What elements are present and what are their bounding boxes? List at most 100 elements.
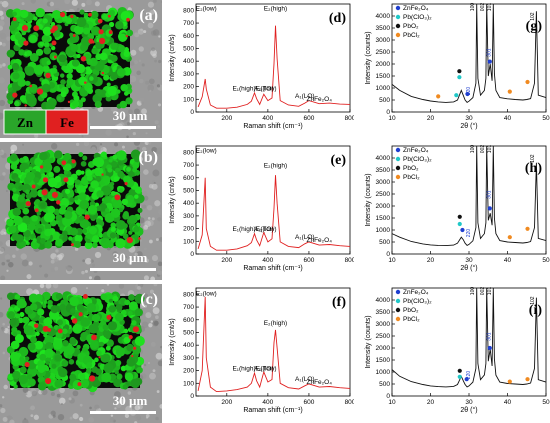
zn-signal	[50, 305, 59, 314]
zn-signal	[9, 351, 20, 362]
sem-grain	[157, 360, 162, 367]
y-tick-label: 1500	[376, 357, 391, 364]
y-tick-label: 800	[183, 149, 194, 156]
sem-grain	[139, 239, 143, 242]
zn-signal	[132, 162, 140, 169]
zn-signal	[10, 19, 20, 29]
sem-grain	[7, 326, 10, 329]
zn-signal	[18, 185, 23, 190]
zn-signal	[76, 344, 81, 350]
sem-grain	[70, 286, 78, 294]
zn-signal	[58, 367, 68, 378]
sem-grain	[141, 10, 144, 13]
x-tick-label: 20	[427, 257, 435, 264]
sem-grain	[86, 0, 92, 6]
fe-signal	[25, 200, 31, 207]
zn-signal	[21, 215, 31, 225]
sem-grain	[34, 133, 39, 138]
y-tick-label: 200	[183, 84, 194, 91]
sem-grain	[31, 390, 38, 397]
y-tick-label: 0	[386, 251, 390, 258]
fe-signal	[29, 84, 33, 88]
sem-grain	[158, 237, 162, 242]
legend-label-fe: Fe	[60, 115, 74, 130]
x-axis-label: Raman shift (cm⁻¹)	[243, 265, 302, 272]
legend-label: PbCl₂	[403, 32, 420, 39]
fe-signal	[67, 100, 71, 104]
phase-marker	[454, 93, 459, 98]
sem-grain	[141, 63, 145, 67]
zn-signal	[65, 333, 70, 338]
sem-grain	[52, 414, 56, 418]
y-tick-label: 200	[183, 226, 194, 233]
zn-signal	[76, 53, 81, 59]
x-axis-label: Raman shift (cm⁻¹)	[243, 123, 302, 130]
sem-grain	[158, 208, 162, 216]
fe-signal	[101, 173, 104, 176]
sem-grain	[68, 397, 72, 401]
zn-signal	[11, 62, 20, 71]
sem-grain	[143, 169, 149, 175]
sem-grain	[112, 251, 118, 257]
sem-grain	[147, 84, 155, 92]
y-tick-label: 0	[386, 393, 390, 400]
zn-signal	[92, 157, 101, 166]
sem-grain	[155, 416, 159, 421]
y-tick-label: 3000	[376, 37, 391, 44]
zn-signal	[108, 158, 113, 163]
zn-signal	[110, 190, 116, 196]
sem-grain	[143, 30, 147, 34]
sem-grain	[0, 20, 5, 27]
zn-signal	[69, 296, 79, 307]
zn-signal	[103, 74, 110, 81]
zn-signal	[18, 374, 28, 385]
miller-index-label: 102	[530, 296, 536, 305]
zn-signal	[130, 378, 140, 389]
zn-signal	[6, 218, 15, 227]
zn-signal	[71, 59, 80, 67]
sem-grain	[9, 419, 15, 423]
zn-signal	[125, 97, 133, 105]
phase-marker	[525, 226, 530, 231]
fe-signal	[106, 314, 112, 320]
zn-signal	[94, 100, 102, 108]
zn-signal	[99, 52, 108, 61]
zn-signal	[56, 319, 63, 326]
zn-signal	[74, 195, 79, 201]
zn-signal	[78, 192, 87, 201]
sem-grain	[0, 246, 6, 252]
legend-marker	[395, 32, 401, 38]
sem-grain	[152, 169, 160, 177]
zn-signal	[106, 82, 111, 87]
zn-signal	[12, 370, 21, 380]
x-tick-label: 40	[504, 115, 512, 122]
y-tick-label: 700	[183, 304, 194, 311]
zn-signal	[100, 293, 108, 301]
zn-signal	[39, 41, 45, 47]
sem-grain	[81, 270, 85, 275]
sem-grain	[3, 232, 7, 235]
zn-signal	[75, 169, 82, 176]
zn-signal	[54, 354, 62, 362]
series-line	[391, 145, 547, 247]
zn-signal	[107, 167, 113, 173]
sem-grain	[159, 404, 162, 409]
sem-grain	[59, 252, 65, 258]
zn-signal	[128, 230, 133, 235]
zn-signal	[69, 337, 77, 346]
sem-grain	[134, 32, 140, 38]
sem-grain	[10, 144, 18, 152]
y-tick-label: 2500	[376, 333, 391, 340]
fe-signal	[84, 214, 90, 220]
sem-grain	[160, 345, 162, 349]
zn-signal	[10, 340, 20, 350]
y-tick-label: 3500	[376, 25, 391, 32]
zn-signal	[33, 16, 38, 21]
zn-signal	[75, 63, 86, 74]
zn-signal	[42, 26, 52, 36]
sem-grain	[81, 135, 84, 138]
zn-signal	[66, 73, 73, 80]
scale-bar-label: 30 µm	[113, 108, 148, 123]
x-tick-label: 40	[504, 399, 512, 406]
zn-signal	[15, 33, 23, 41]
